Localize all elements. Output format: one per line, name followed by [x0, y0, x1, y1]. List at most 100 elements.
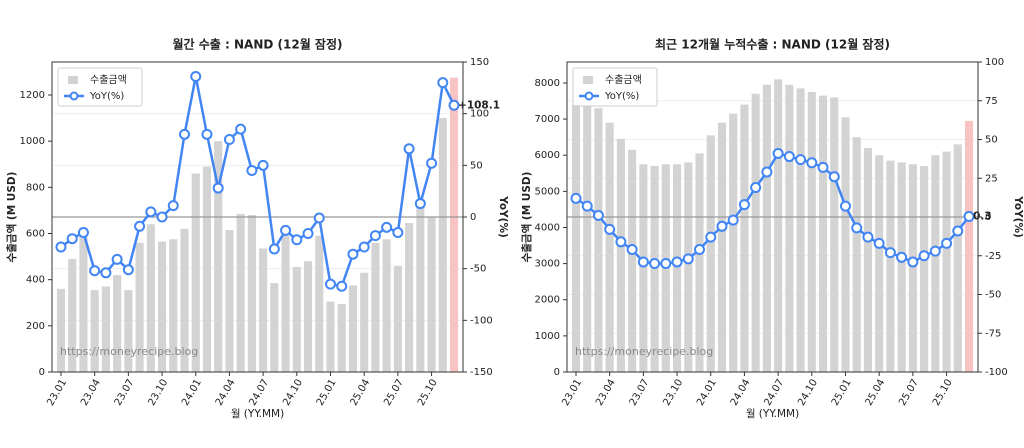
y2-tick-label: 25	[985, 173, 998, 184]
x-tick-label: 25.01	[830, 378, 854, 408]
yoy-marker	[851, 222, 863, 234]
bar	[360, 272, 369, 372]
bar	[348, 285, 357, 372]
bar	[270, 283, 279, 372]
x-tick-label: 25.07	[382, 378, 406, 408]
y2-tick-label: -75	[985, 328, 1001, 339]
bar	[416, 205, 425, 372]
bar	[303, 261, 313, 372]
y-tick-label: 4000	[535, 222, 560, 233]
bar	[68, 258, 77, 372]
plot-frame	[566, 61, 979, 373]
x-tick-label: 25.10	[416, 378, 440, 408]
bar	[818, 95, 828, 372]
y2-axis-label: YoY(%)	[497, 195, 509, 238]
yoy-marker	[649, 258, 661, 269]
watermark: https://moneyrecipe.blog	[575, 345, 713, 358]
y2-tick-label: -25	[985, 251, 1001, 262]
yoy-marker	[414, 198, 426, 210]
yoy-marker	[302, 228, 314, 240]
bar	[729, 113, 738, 373]
bar	[101, 286, 110, 372]
bar	[920, 166, 929, 372]
yoy-marker	[615, 236, 627, 248]
yoy-marker	[918, 250, 930, 262]
bar	[863, 147, 872, 372]
y-tick-label: 1000	[535, 331, 560, 342]
y-tick-label: 0	[554, 367, 560, 378]
bar	[875, 155, 884, 372]
legend-marker	[69, 91, 79, 101]
x-tick-label: 23.07	[628, 378, 652, 408]
yoy-marker	[336, 280, 348, 292]
yoy-marker	[660, 258, 672, 269]
bar	[774, 79, 783, 373]
y-tick-label: 1000	[20, 136, 45, 147]
yoy-marker	[839, 200, 851, 212]
x-axis-label: 월 (YY.MM)	[746, 408, 799, 420]
yoy-marker	[817, 161, 829, 173]
yoy-marker	[941, 237, 953, 249]
y2-tick-label: -100	[985, 367, 1008, 378]
bar	[762, 84, 771, 372]
y-tick-label: 1200	[20, 90, 45, 101]
bar	[247, 215, 256, 372]
bar	[371, 242, 380, 372]
yoy-marker	[268, 243, 280, 255]
yoy-marker	[134, 220, 146, 232]
bar	[785, 84, 794, 372]
yoy-marker	[179, 128, 191, 140]
y-tick-label: 2000	[535, 295, 560, 306]
yoy-marker	[403, 143, 415, 155]
y-tick-label: 0	[39, 367, 45, 378]
bar	[337, 303, 346, 372]
bar	[583, 106, 592, 373]
yoy-marker	[190, 70, 202, 82]
yoy-marker	[156, 211, 168, 223]
bar	[605, 122, 614, 372]
yoy-marker	[626, 244, 638, 256]
yoy-marker	[929, 245, 941, 257]
bar	[684, 162, 693, 372]
yoy-marker	[100, 267, 112, 279]
watermark: https://moneyrecipe.blog	[60, 345, 198, 358]
bar	[180, 228, 189, 372]
y2-tick-label: 0	[470, 212, 476, 223]
bar	[90, 290, 99, 372]
x-tick-label: 23.04	[594, 378, 618, 408]
yoy-marker	[223, 134, 235, 145]
y-tick-label: 8000	[535, 78, 560, 89]
x-tick-label: 25.07	[897, 378, 921, 408]
bar	[135, 242, 144, 372]
yoy-marker	[55, 241, 67, 253]
yoy-marker	[952, 225, 964, 237]
bar	[281, 235, 290, 372]
y-axis-label: 수출금액 (M USD)	[520, 172, 533, 263]
bar	[225, 230, 234, 372]
bar	[796, 88, 805, 372]
bar	[214, 141, 223, 372]
yoy-marker	[783, 151, 795, 163]
yoy-marker	[806, 157, 818, 169]
yoy-marker	[873, 237, 885, 249]
x-tick-label: 23.10	[661, 378, 685, 408]
yoy-marker	[324, 278, 336, 290]
legend-swatch	[583, 76, 593, 84]
bar	[169, 239, 178, 372]
bar	[236, 213, 245, 372]
y2-tick-label: 75	[985, 96, 998, 107]
y-tick-label: 6000	[535, 150, 560, 161]
legend-label: YoY(%)	[89, 91, 124, 102]
bar	[807, 91, 816, 372]
chart-title: 최근 12개월 누적수출 : NAND (12월 잠정)	[655, 37, 890, 52]
x-tick-label: 24.10	[796, 378, 820, 408]
yoy-marker	[671, 256, 683, 268]
yoy-marker	[426, 157, 438, 169]
y2-axis-label: YoY(%)	[1012, 195, 1024, 238]
y2-tick-label: -50	[470, 264, 486, 275]
value-label: +108.1	[458, 99, 500, 111]
bar	[942, 151, 951, 372]
bar	[964, 120, 974, 372]
yoy-marker	[437, 77, 449, 89]
yoy-marker	[291, 234, 303, 246]
